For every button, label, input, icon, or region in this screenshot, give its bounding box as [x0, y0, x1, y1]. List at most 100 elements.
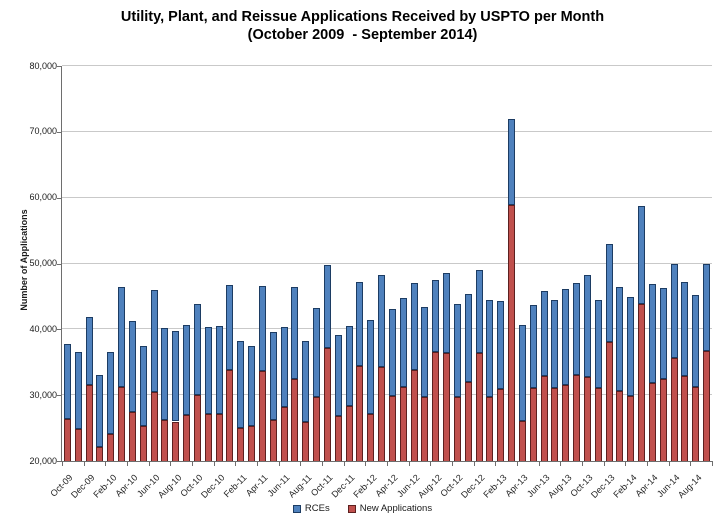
- x-tick-label: Feb-13: [481, 472, 509, 500]
- x-tick-label: Aug-14: [675, 472, 704, 501]
- bar-segment-new-applications: [204, 414, 212, 461]
- bar-segment-rces: [248, 345, 256, 427]
- bar-segment-rces: [183, 324, 191, 415]
- bar-segment-rces: [345, 326, 353, 407]
- y-tick-label: 40,000: [29, 323, 57, 334]
- bar-segment-rces: [334, 334, 342, 417]
- x-axis-tick: [690, 462, 692, 466]
- bar-segment-new-applications: [226, 370, 234, 461]
- bar-segment-new-applications: [605, 341, 613, 461]
- bar-segment-new-applications: [248, 426, 256, 461]
- bar-segment-new-applications: [453, 397, 461, 461]
- bar-segment-new-applications: [399, 386, 407, 461]
- x-tick-label: Aug-10: [155, 472, 184, 501]
- chart-title-line1: Utility, Plant, and Reissue Applications…: [120, 9, 605, 25]
- bar-segment-new-applications: [150, 391, 158, 461]
- x-tick-label: Dec-10: [199, 472, 227, 501]
- bar-segment-rces: [594, 300, 602, 388]
- legend-swatch-icon: [347, 504, 356, 513]
- bar-segment-rces: [399, 298, 407, 387]
- bar-segment-rces: [562, 288, 570, 385]
- bar-segment-rces: [172, 330, 180, 422]
- x-axis-tick: [647, 462, 648, 466]
- bar-segment-rces: [497, 301, 505, 389]
- bar-segment-new-applications: [356, 365, 364, 461]
- bar-segment-rces: [529, 304, 537, 388]
- x-axis-tick: [343, 462, 345, 466]
- y-axis-tick: [57, 263, 61, 265]
- bar-segment-rces: [280, 326, 288, 407]
- x-tick-label: Apr-13: [503, 472, 530, 499]
- gridline: [62, 394, 712, 396]
- y-tick-label: 20,000: [29, 455, 57, 466]
- legend-item-new-applications: New Applications: [347, 503, 432, 514]
- bar-segment-new-applications: [139, 426, 147, 461]
- bar-segment-new-applications: [63, 418, 71, 461]
- y-axis-tick: [57, 197, 61, 199]
- bar-segment-rces: [410, 283, 418, 371]
- bar-segment-rces: [421, 306, 429, 398]
- x-axis-tick: [603, 462, 605, 466]
- bar-segment-new-applications: [193, 395, 201, 461]
- bar-segment-new-applications: [410, 370, 418, 461]
- x-axis-tick: [387, 462, 388, 466]
- bar-segment-rces: [518, 325, 526, 421]
- legend-item-rces: RCEs: [292, 503, 330, 514]
- bar-segment-new-applications: [237, 428, 245, 461]
- bar-segment-new-applications: [486, 397, 494, 461]
- legend: RCEs New Applications: [0, 503, 725, 514]
- x-axis-tick: [170, 462, 172, 466]
- bar-segment-new-applications: [681, 376, 689, 461]
- x-tick-label: Apr-14: [633, 472, 660, 499]
- bar-segment-rces: [96, 374, 104, 448]
- x-axis-tick: [668, 462, 670, 466]
- bar-segment-rces: [323, 264, 331, 348]
- bar-segment-rces: [508, 119, 516, 205]
- x-axis-tick: [322, 462, 323, 466]
- y-axis-tick: [57, 329, 61, 331]
- x-axis-tick: [517, 462, 518, 466]
- legend-swatch-icon: [292, 504, 301, 513]
- bar-segment-rces: [616, 286, 624, 391]
- bar-segment-rces: [443, 273, 451, 354]
- x-tick-label: Feb-10: [91, 472, 119, 500]
- bar-segment-new-applications: [464, 382, 472, 461]
- bar-segment-rces: [540, 291, 548, 377]
- y-axis-line: [61, 66, 62, 462]
- x-tick-label: Aug-11: [286, 472, 314, 500]
- bar-segment-new-applications: [497, 388, 505, 461]
- bar-segment-rces: [692, 295, 700, 387]
- x-tick-label: Dec-09: [69, 472, 97, 501]
- bar-segment-new-applications: [258, 371, 266, 461]
- bar-segment-new-applications: [670, 357, 678, 461]
- bar-segment-new-applications: [573, 375, 581, 461]
- x-axis-tick: [473, 462, 475, 466]
- y-axis-tick: [57, 131, 61, 133]
- bar-segment-new-applications: [692, 386, 700, 461]
- y-axis-tick: [57, 66, 61, 67]
- x-tick-label: Feb-11: [221, 472, 249, 500]
- bar-segment-new-applications: [172, 421, 180, 461]
- bar-segment-rces: [107, 351, 115, 434]
- x-axis-tick: [625, 462, 627, 466]
- bar-segment-new-applications: [562, 384, 570, 461]
- x-axis-tick: [127, 462, 128, 466]
- gridline: [62, 328, 712, 330]
- bar-segment-rces: [128, 320, 136, 412]
- bar-segment-new-applications: [583, 376, 591, 461]
- gridline: [62, 262, 712, 264]
- bar-segment-new-applications: [648, 383, 656, 461]
- bar-segment-rces: [150, 290, 158, 392]
- x-axis-tick: [582, 462, 583, 466]
- bar-segment-rces: [453, 303, 461, 398]
- x-axis-tick: [300, 462, 302, 466]
- bar-segment-new-applications: [313, 397, 321, 461]
- x-tick-label: Feb-12: [351, 472, 379, 500]
- x-axis-tick: [278, 462, 280, 466]
- bar-segment-new-applications: [529, 387, 537, 461]
- bar-segment-rces: [464, 293, 472, 382]
- y-axis-tick: [57, 461, 61, 462]
- bar-segment-rces: [215, 326, 223, 414]
- x-axis-tick: [62, 462, 63, 466]
